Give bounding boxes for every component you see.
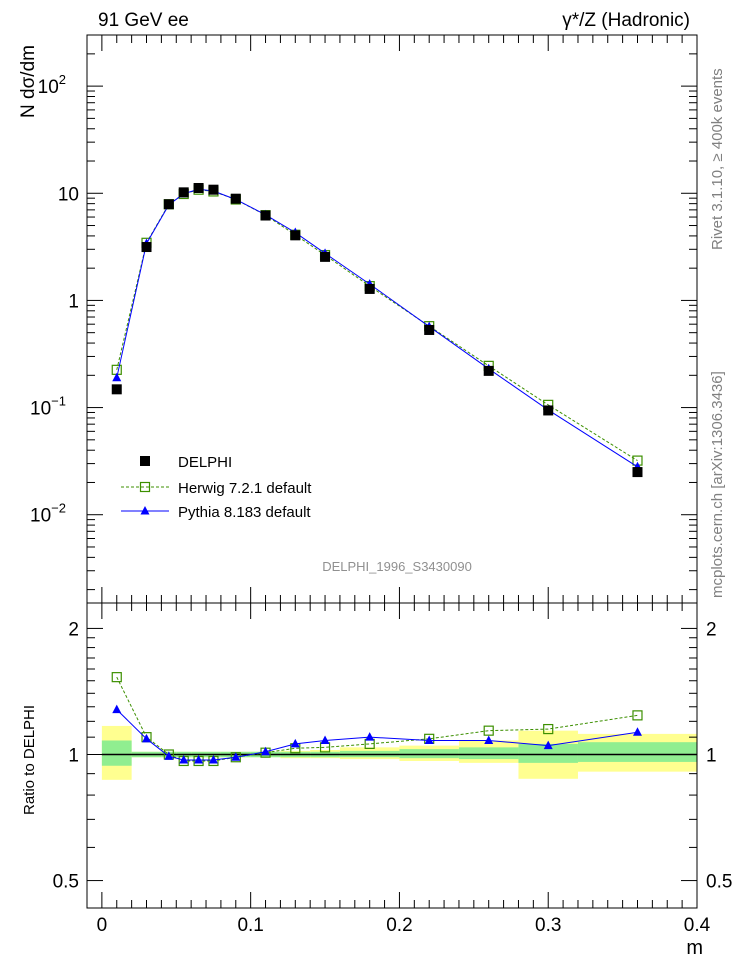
main-delphi-point — [141, 242, 152, 253]
main-delphi-point — [483, 365, 494, 376]
legend-pythia-marker — [140, 506, 150, 515]
ratio-y-tick-label-right: 0.5 — [706, 872, 732, 893]
ratio-pythia-point — [484, 735, 494, 744]
ratio-pythia-point — [424, 735, 434, 744]
main-delphi-point — [208, 184, 219, 195]
main-delphi-point — [424, 324, 435, 335]
ratio-pythia-point — [320, 735, 330, 744]
ratio-herwig-point — [632, 710, 643, 721]
x-tick-label: 0.3 — [535, 915, 561, 936]
ratio-pythia-point — [142, 733, 152, 743]
legend: DELPHI Herwig 7.2.1 default Pythia 8.183 d… — [121, 454, 312, 521]
ratio-ylabel: Ratio to DELPHI — [21, 705, 38, 815]
ratio-y-tick-label-right: 2 — [706, 619, 717, 640]
ratio-panel: 0 0.1 0.2 0.3 0.4 0.5 0.5 1 1 2 2 — [53, 602, 732, 936]
rivet-label: Rivet 3.1.10, ≥ 400k events — [709, 68, 726, 250]
stat-uncertainty-band — [577, 742, 697, 762]
ratio-pythia-point — [194, 755, 204, 764]
ratio-y-tick-label: 2 — [68, 619, 79, 640]
ratio-y-tick-label-right: 1 — [706, 745, 717, 766]
ratio-pythia-point — [231, 752, 241, 761]
stat-uncertainty-band — [518, 743, 578, 763]
main-ylabel: N dσ/dm — [18, 45, 39, 118]
main-delphi-point — [230, 193, 241, 204]
legend-delphi-label: DELPHI — [178, 454, 232, 471]
ratio-herwig-point — [483, 725, 494, 736]
main-delphi-point — [632, 467, 643, 478]
x-tick-label: 0.1 — [237, 915, 263, 936]
legend-pythia-label: Pythia 8.183 default — [178, 504, 311, 521]
main-delphi-point — [290, 230, 301, 241]
ratio-pythia-point — [261, 746, 271, 756]
main-delphi-point — [178, 187, 189, 198]
main-panel: 10−2 10−1 1 10 102 — [30, 34, 698, 604]
y-tick-label: 102 — [38, 72, 66, 98]
main-delphi-point — [111, 384, 122, 395]
main-pythia-line — [116, 188, 638, 468]
ratio-pythia-point — [112, 704, 122, 714]
x-tick-label: 0.4 — [684, 915, 711, 936]
main-delphi-point — [260, 210, 271, 221]
analysis-watermark: DELPHI_1996_S3430090 — [322, 559, 472, 574]
x-tick-label: 0 — [97, 915, 108, 936]
ratio-pythia-point — [543, 740, 553, 750]
ratio-pythia-point — [164, 751, 174, 760]
stat-uncertainty-band — [101, 740, 132, 766]
main-delphi-point — [364, 283, 375, 294]
y-tick-label: 10−2 — [30, 501, 66, 527]
ratio-pythia-point — [179, 755, 189, 764]
y-tick-label: 1 — [68, 291, 79, 312]
ratio-plot-frame — [86, 602, 698, 909]
ratio-pythia-point — [365, 732, 375, 741]
ratio-pythia-point — [290, 738, 300, 748]
ratio-y-tick-label: 0.5 — [53, 872, 79, 893]
legend-herwig-marker — [139, 481, 151, 493]
main-delphi-point — [193, 182, 204, 193]
ratio-y-tick-label: 1 — [68, 745, 79, 766]
header-left-title: 91 GeV ee — [98, 10, 189, 31]
ratio-pythia-point — [632, 727, 642, 736]
stat-uncertainty-band — [399, 749, 459, 759]
main-delphi-point — [543, 405, 554, 416]
legend-herwig-label: Herwig 7.2.1 default — [178, 480, 312, 497]
y-tick-label: 10−1 — [30, 394, 66, 420]
header-right-title: γ*/Z (Hadronic) — [562, 10, 690, 31]
ratio-pythia-point — [208, 755, 218, 764]
main-pythia-point — [112, 372, 122, 382]
stat-uncertainty-band — [458, 747, 519, 760]
ratio-herwig-point — [543, 723, 554, 735]
main-delphi-point — [320, 251, 331, 262]
x-tick-label: 0.2 — [386, 915, 412, 936]
main-delphi-point — [163, 199, 174, 210]
main-herwig-line — [116, 189, 638, 462]
legend-delphi-marker — [140, 456, 150, 466]
ratio-herwig-point — [111, 672, 122, 683]
y-tick-label: 10 — [58, 184, 79, 205]
mcplots-label: mcplots.cern.ch [arXiv:1306.3436] — [709, 371, 726, 598]
ratio-xlabel: m — [686, 937, 703, 959]
